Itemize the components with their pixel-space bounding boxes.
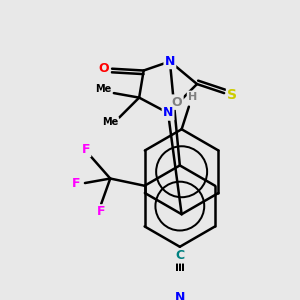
Text: N: N <box>165 55 175 68</box>
Text: N: N <box>163 106 173 119</box>
Text: S: S <box>227 88 237 102</box>
Text: Me: Me <box>102 117 119 127</box>
Text: Me: Me <box>95 84 111 94</box>
Text: H: H <box>188 92 197 102</box>
Text: F: F <box>72 176 80 190</box>
Text: F: F <box>97 206 106 218</box>
Text: N: N <box>175 291 185 300</box>
Text: C: C <box>175 249 184 262</box>
Text: O: O <box>172 96 182 109</box>
Text: F: F <box>82 143 90 156</box>
Text: O: O <box>99 62 109 75</box>
